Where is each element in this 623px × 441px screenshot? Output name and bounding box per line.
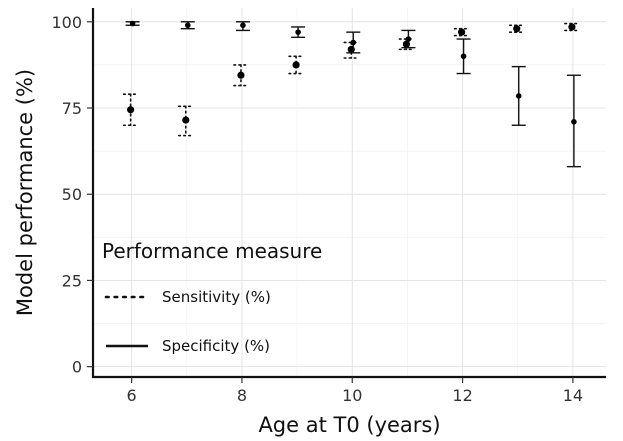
legend-label-specificity: Specificity (%) <box>162 337 270 355</box>
series-specificity <box>125 20 581 168</box>
data-point <box>240 22 246 29</box>
x-tick-label: 14 <box>563 386 583 405</box>
data-point <box>460 53 467 60</box>
data-point <box>350 39 357 46</box>
series-sensitivity <box>122 22 580 137</box>
legend-title: Performance measure <box>102 239 322 263</box>
y-tick-label: 0 <box>72 358 82 377</box>
x-tick-label: 12 <box>452 386 472 405</box>
y-tick-label: 25 <box>62 271 82 290</box>
data-point <box>127 106 135 114</box>
data-point <box>568 23 576 31</box>
data-point <box>295 29 301 35</box>
data-point <box>513 25 521 33</box>
y-tick-label: 50 <box>62 185 82 204</box>
x-axis-title: Age at T0 (years) <box>258 413 440 437</box>
y-tick-label: 100 <box>51 13 82 32</box>
plot-area <box>122 20 581 168</box>
data-point <box>184 22 191 29</box>
x-tick-label: 8 <box>237 386 247 405</box>
data-point <box>237 71 245 79</box>
grid <box>93 8 606 377</box>
data-point <box>405 36 412 42</box>
y-tick-label: 75 <box>62 99 82 118</box>
x-tick-label: 10 <box>342 386 362 405</box>
legend-label-sensitivity: Sensitivity (%) <box>162 288 271 306</box>
data-point <box>129 20 136 27</box>
data-point <box>515 93 522 99</box>
axes: 6 8 10 12 14 0 25 50 75 100 <box>51 8 606 405</box>
data-point <box>571 119 577 125</box>
data-point <box>182 116 190 124</box>
data-point <box>457 28 466 36</box>
legend: Performance measure Sensitivity (%) Spec… <box>102 239 322 355</box>
data-point <box>292 61 300 69</box>
y-axis-title: Model performance (%) <box>13 69 37 316</box>
x-tick-label: 6 <box>127 386 137 405</box>
